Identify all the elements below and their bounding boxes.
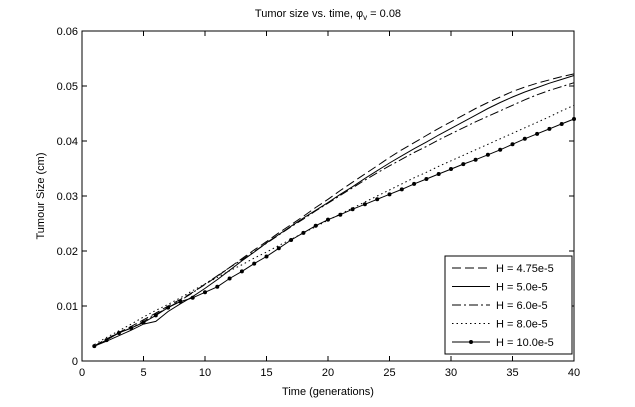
series-point [485, 152, 490, 157]
y-tick-label: 0.02 [57, 246, 78, 258]
x-tick-label: 30 [445, 367, 457, 379]
series-layer [92, 73, 576, 349]
series-point [449, 167, 453, 172]
series-point [350, 207, 355, 212]
series-point [547, 126, 552, 131]
series-point [239, 269, 244, 274]
series-point [276, 246, 281, 251]
series-point [572, 117, 576, 121]
series-point [326, 217, 330, 222]
legend: H = 4.75e-5 H = 5.0e-5 H = 6.0e-5 H = 8.0e-… [444, 255, 573, 355]
series-line-2 [94, 75, 575, 347]
series-point [166, 305, 171, 310]
series-point [153, 313, 158, 318]
series-point [362, 202, 367, 207]
series-point [399, 187, 404, 192]
series-point [412, 181, 417, 186]
legend-entries: H = 4.75e-5 H = 5.0e-5 H = 6.0e-5 H = 8.0e-… [452, 263, 554, 349]
series-point [215, 284, 220, 289]
series-point [375, 197, 380, 202]
series-point [203, 290, 207, 295]
series-point [92, 344, 97, 349]
y-tick-label: 0.04 [57, 136, 78, 148]
series-point [116, 330, 121, 335]
legend-swatch-marker [469, 340, 473, 344]
series-point [510, 142, 515, 147]
series-point [338, 212, 343, 217]
series-point [264, 254, 269, 259]
x-tick-label: 40 [568, 367, 580, 379]
series-line-1 [94, 73, 575, 347]
series-point [535, 131, 540, 136]
series-point [387, 192, 392, 197]
legend-label: H = 8.0e-5 [496, 319, 548, 331]
series-point [252, 261, 257, 266]
legend-label: H = 5.0e-5 [496, 282, 548, 294]
chart-title-subscript: v [363, 13, 367, 22]
series-point [190, 295, 195, 300]
x-tick-label: 10 [199, 367, 211, 379]
x-tick-label: 35 [506, 367, 518, 379]
x-tick-label: 15 [260, 367, 272, 379]
y-tick-label: 0.06 [57, 26, 78, 38]
series-point [522, 136, 527, 141]
x-tick-label: 5 [140, 367, 146, 379]
legend-label: H = 6.0e-5 [496, 300, 548, 312]
y-tick-label: 0.05 [57, 81, 78, 93]
series-point [313, 223, 318, 228]
legend-label: H = 10.0e-5 [496, 337, 554, 349]
series-point [559, 121, 564, 126]
series-point [436, 172, 441, 176]
x-tick-label: 25 [383, 367, 395, 379]
series-point [227, 276, 232, 281]
series-point [461, 162, 466, 167]
chart-title-main: Tumor size vs. time, φ [255, 8, 363, 20]
series-point [473, 157, 478, 162]
series-point [301, 230, 306, 235]
series-point [178, 299, 183, 304]
series-line-5 [94, 118, 575, 347]
y-tick-label: 0 [72, 356, 78, 368]
chart-title: Tumor size vs. time, φv = 0.08 [255, 8, 401, 22]
series-point [129, 326, 134, 330]
x-tick-label: 20 [322, 367, 334, 379]
legend-box [444, 255, 573, 355]
series-point [141, 320, 146, 325]
series-point [289, 238, 294, 242]
x-axis-label: Time (generations) [282, 386, 374, 398]
x-axis-ticks: 0 5 10 15 20 25 30 35 40 [79, 31, 580, 379]
chart-title-suffix: = 0.08 [367, 8, 401, 20]
y-tick-label: 0.01 [57, 301, 78, 313]
series-line-4 [94, 104, 575, 345]
y-axis-ticks: 0 0.01 0.02 0.03 0.04 0.05 0.06 [57, 26, 574, 368]
legend-label: H = 4.75e-5 [496, 263, 554, 275]
series-point [498, 147, 503, 152]
y-axis-label: Tumour Size (cm) [35, 153, 47, 240]
y-tick-label: 0.03 [57, 191, 78, 203]
x-tick-label: 0 [79, 367, 85, 379]
series-point [424, 176, 429, 181]
series-point [104, 338, 109, 343]
